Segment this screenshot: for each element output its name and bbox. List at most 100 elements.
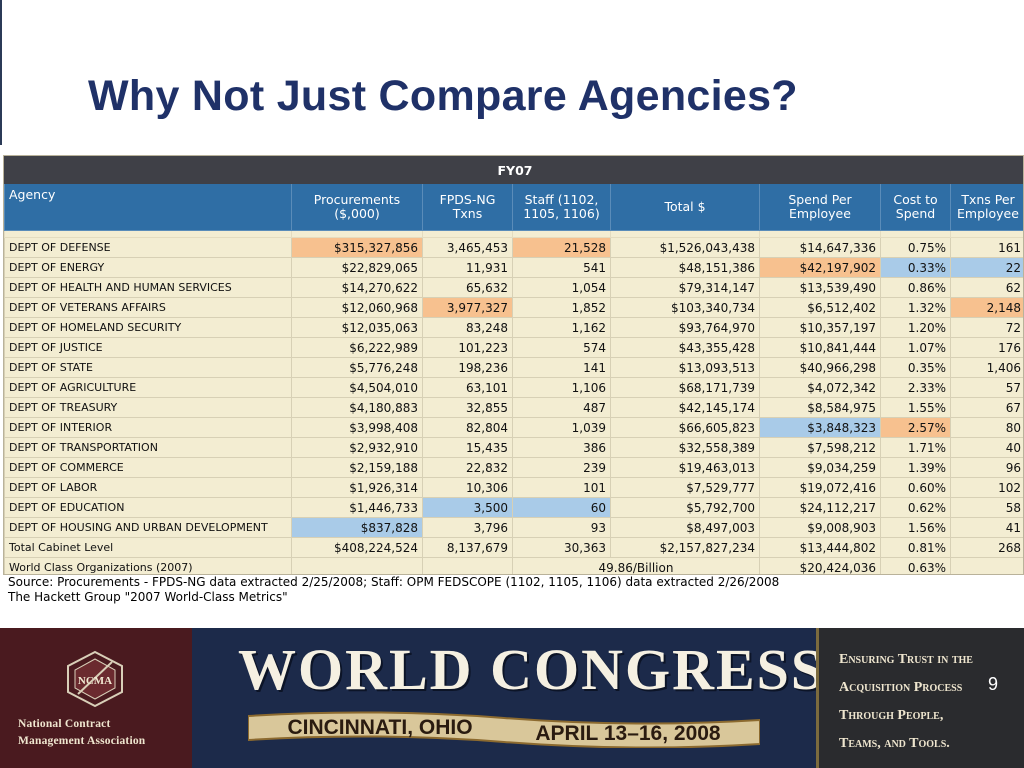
cell-cost-to-spend: 0.75% (880, 237, 951, 258)
cell-txns-per-employee: 96 (950, 457, 1023, 478)
cell-procurements: $1,926,314 (291, 477, 423, 498)
cell-txns-per-employee: 72 (950, 317, 1023, 338)
table-row: DEPT OF AGRICULTURE $4,504,010 63,101 1,… (4, 377, 1023, 398)
cell-fpds-txns (422, 557, 513, 574)
ribbon-graphic (248, 711, 760, 748)
cell-staff: 487 (512, 397, 611, 418)
org-line: National Contract (18, 718, 111, 730)
cell-procurements: $315,327,856 (291, 237, 423, 258)
cell-cost-to-spend: 2.33% (880, 377, 951, 398)
cell-procurements (291, 557, 423, 574)
cell-fpds-txns: 10,306 (422, 477, 513, 498)
cell-staff: 386 (512, 437, 611, 458)
cell-agency: World Class Organizations (2007) (4, 557, 292, 574)
cell-fpds-txns: 11,931 (422, 257, 513, 278)
col-header-agency: Agency (4, 183, 292, 231)
cell-cost-to-spend: 2.57% (880, 417, 951, 438)
cell-fpds-txns: 32,855 (422, 397, 513, 418)
page-number: 9 (988, 674, 999, 694)
cell-txns-per-employee: 22 (950, 257, 1023, 278)
cell-txns-per-employee: 80 (950, 417, 1023, 438)
cell-agency: DEPT OF DEFENSE (4, 237, 292, 258)
cell-agency: DEPT OF HOMELAND SECURITY (4, 317, 292, 338)
cell-spend-per-employee: $9,034,259 (759, 457, 881, 478)
cell-spend-per-employee: $8,584,975 (759, 397, 881, 418)
cell-cost-to-spend: 0.33% (880, 257, 951, 278)
cell-fpds-txns: 101,223 (422, 337, 513, 358)
source-note: Source: Procurements - FPDS-NG data extr… (8, 575, 1008, 605)
cell-txns-per-employee: 2,148 (950, 297, 1023, 318)
tagline: Ensuring Trust in the Acquisition Proces… (839, 646, 1019, 758)
cell-fpds-txns: 3,465,453 (422, 237, 513, 258)
cell-staff: 1,039 (512, 417, 611, 438)
cell-agency: DEPT OF INTERIOR (4, 417, 292, 438)
table-row-world-class: World Class Organizations (2007) 49.86/B… (4, 557, 1023, 574)
cell-cost-to-spend: 1.07% (880, 337, 951, 358)
col-header-procurements: Procurements ($,000) (291, 183, 423, 231)
cell-procurements: $3,998,408 (291, 417, 423, 438)
cell-procurements: $4,504,010 (291, 377, 423, 398)
cell-spend-per-employee: $42,197,902 (759, 257, 881, 278)
cell-total: $79,314,147 (610, 277, 760, 298)
cell-total: $42,145,174 (610, 397, 760, 418)
cell-txns-per-employee: 57 (950, 377, 1023, 398)
cell-total: $8,497,003 (610, 517, 760, 538)
cell-cost-to-spend: 1.32% (880, 297, 951, 318)
cell-fpds-txns: 65,632 (422, 277, 513, 298)
cell-spend-per-employee: $19,072,416 (759, 477, 881, 498)
cell-total: $43,355,428 (610, 337, 760, 358)
cell-txns-per-employee: 41 (950, 517, 1023, 538)
cell-txns-per-employee: 40 (950, 437, 1023, 458)
col-header-spend-per-employee: Spend Per Employee (759, 183, 881, 231)
table-body: DEPT OF DEFENSE $315,327,856 3,465,453 2… (4, 237, 1023, 574)
table-row: DEPT OF TREASURY $4,180,883 32,855 487 $… (4, 397, 1023, 418)
cell-txns-per-employee: 1,406 (950, 357, 1023, 378)
cell-staff: 239 (512, 457, 611, 478)
table-row: DEPT OF INTERIOR $3,998,408 82,804 1,039… (4, 417, 1023, 438)
cell-procurements: $12,060,968 (291, 297, 423, 318)
cell-agency: Total Cabinet Level (4, 537, 292, 558)
cell-fpds-txns: 83,248 (422, 317, 513, 338)
cell-txns-per-employee: 58 (950, 497, 1023, 518)
col-header-cost-to-spend: Cost to Spend (880, 183, 951, 231)
cell-spend-per-employee: $6,512,402 (759, 297, 881, 318)
col-header-fpds-txns: FPDS-NG Txns (422, 183, 513, 231)
event-title: WORLD CONGRESS (238, 637, 826, 702)
cell-agency: DEPT OF HEALTH AND HUMAN SERVICES (4, 277, 292, 298)
cell-procurements: $1,446,733 (291, 497, 423, 518)
tagline-line: Acquisition Process (839, 680, 963, 695)
table-row: DEPT OF LABOR $1,926,314 10,306 101 $7,5… (4, 477, 1023, 498)
cell-procurements: $12,035,063 (291, 317, 423, 338)
cell-txns-per-employee (950, 557, 1023, 574)
event-city: CINCINNATI, OHIO (287, 716, 473, 739)
table-row: DEPT OF DEFENSE $315,327,856 3,465,453 2… (4, 237, 1023, 258)
cell-txns-per-employee: 268 (950, 537, 1023, 558)
cell-fpds-txns: 82,804 (422, 417, 513, 438)
cell-cost-to-spend: 1.20% (880, 317, 951, 338)
cell-cost-to-spend: 1.56% (880, 517, 951, 538)
cell-spend-per-employee: $14,647,336 (759, 237, 881, 258)
cell-total: $1,526,043,438 (610, 237, 760, 258)
tagline-panel: Ensuring Trust in the Acquisition Proces… (816, 628, 1024, 768)
cell-total: $13,093,513 (610, 357, 760, 378)
cell-total: $66,605,823 (610, 417, 760, 438)
cell-fpds-txns: 3,977,327 (422, 297, 513, 318)
cell-agency: DEPT OF AGRICULTURE (4, 377, 292, 398)
cell-staff: 1,106 (512, 377, 611, 398)
cell-spend-per-employee: $40,966,298 (759, 357, 881, 378)
table-row: DEPT OF HEALTH AND HUMAN SERVICES $14,27… (4, 277, 1023, 298)
ncma-logo-text: NCMA (78, 675, 112, 687)
cell-cost-to-spend: 0.35% (880, 357, 951, 378)
cell-staff: 574 (512, 337, 611, 358)
agency-comparison-table: FY07 Agency Procurements ($,000) FPDS-NG… (4, 156, 1023, 574)
cell-procurements: $4,180,883 (291, 397, 423, 418)
cell-staff-total: 49.86/Billion (512, 557, 760, 574)
cell-staff: 60 (512, 497, 611, 518)
cell-spend-per-employee: $10,357,197 (759, 317, 881, 338)
cell-procurements: $2,159,188 (291, 457, 423, 478)
ncma-organization-name: National Contract Management Association (18, 716, 188, 750)
cell-cost-to-spend: 1.55% (880, 397, 951, 418)
table-row-total: Total Cabinet Level $408,224,524 8,137,6… (4, 537, 1023, 558)
table-row: DEPT OF EDUCATION $1,446,733 3,500 60 $5… (4, 497, 1023, 518)
cell-cost-to-spend: 1.71% (880, 437, 951, 458)
